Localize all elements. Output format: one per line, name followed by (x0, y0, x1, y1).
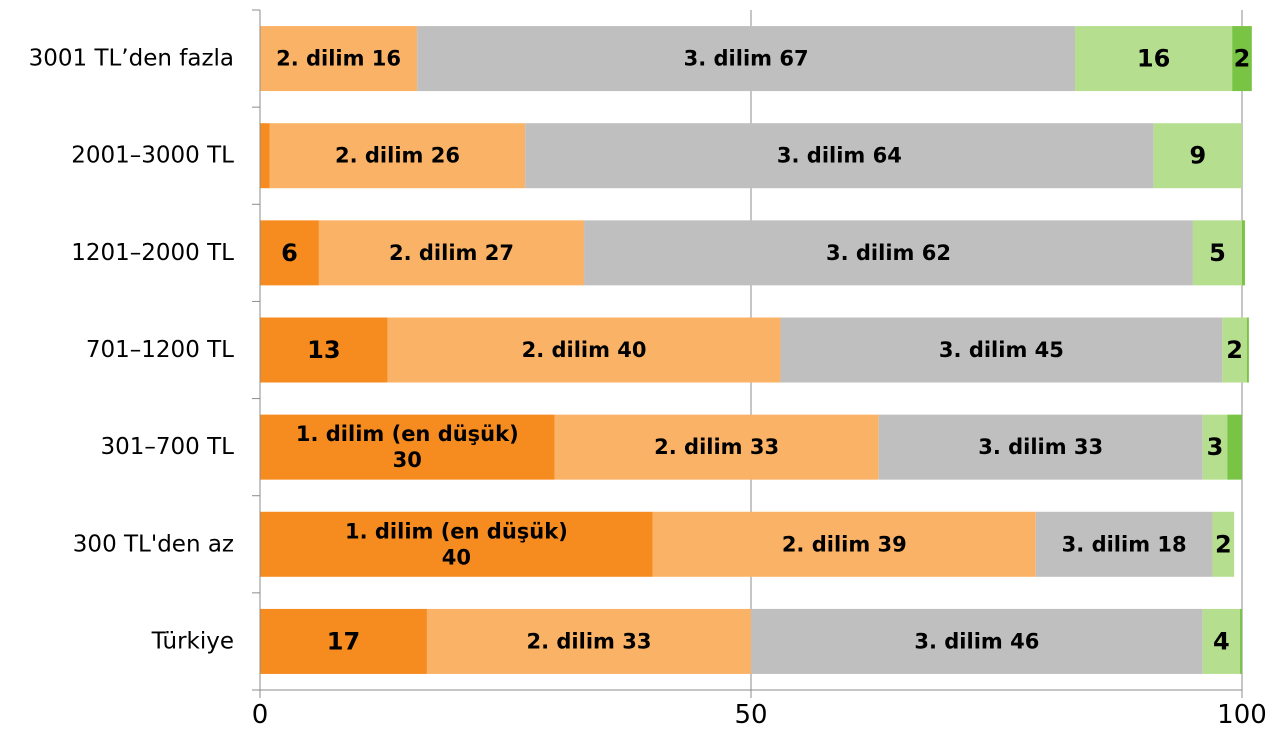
bar-segment (1075, 26, 1233, 92)
category-label: 300 TL'den az (73, 531, 234, 557)
x-tick-label-0: 0 (252, 700, 269, 730)
data-label: 17 (327, 627, 360, 655)
data-label: 3. dilim 46 (914, 629, 1039, 653)
bar-segment (417, 26, 1076, 92)
bar-segment (1246, 317, 1249, 383)
bar-segment (1242, 220, 1245, 286)
data-label: 1. dilim (en düşük) 30 (296, 422, 519, 472)
bar-segment (260, 317, 388, 383)
data-label: 3. dilim 33 (978, 435, 1103, 459)
data-label: 3. dilim 67 (684, 47, 809, 71)
axes (252, 9, 1243, 698)
bar-segment (1192, 220, 1242, 286)
data-label: 3 (1207, 433, 1224, 461)
data-label: 2. dilim 33 (526, 629, 651, 653)
data-label: 4 (1213, 627, 1230, 655)
data-label: 16 (1137, 45, 1170, 73)
bar-segment (269, 123, 526, 189)
bar-segment (584, 220, 1193, 286)
category-label: 2001–3000 TL (71, 143, 234, 169)
data-label: 2 (1234, 45, 1251, 73)
bar-segment (260, 414, 555, 480)
category-label: 701–1200 TL (86, 337, 234, 363)
data-label: 2 (1215, 530, 1232, 558)
bar-segment (260, 608, 427, 674)
data-label: 5 (1209, 239, 1226, 267)
bar-segment (260, 123, 270, 189)
bar-segment (1202, 414, 1228, 480)
bar-segment (1232, 26, 1252, 92)
bar-segment (1035, 511, 1213, 577)
bar-segment (1153, 123, 1242, 189)
labels: 0 50 100 3001 TL’den fazla 2. dilim 16 3. dil… (29, 45, 1267, 730)
data-label: 9 (1189, 142, 1206, 170)
bar-segment (1240, 608, 1242, 674)
bar-segment (1222, 317, 1247, 383)
bar-segment (260, 220, 319, 286)
bar-segment (318, 220, 585, 286)
data-label: 2. dilim 40 (522, 338, 647, 362)
bar-segment (652, 511, 1036, 577)
bar-segments (260, 26, 1252, 674)
bar-segment (780, 317, 1223, 383)
bar-segment (525, 123, 1154, 189)
data-label: 2. dilim 27 (389, 241, 514, 265)
data-label: 1. dilim (en düşük) 40 (345, 519, 568, 569)
x-tick-label-50: 50 (734, 700, 767, 730)
data-label: 6 (281, 239, 298, 267)
bar-segment (260, 511, 653, 577)
bar-segment (878, 414, 1203, 480)
x-tick-label-100: 100 (1217, 700, 1267, 730)
data-label: 2. dilim 39 (782, 532, 907, 556)
data-label: 2. dilim 33 (654, 435, 779, 459)
bar-segment (751, 608, 1203, 674)
bar-segment (387, 317, 781, 383)
bar-segment (554, 414, 879, 480)
bar-segment (426, 608, 751, 674)
data-label: 2. dilim 26 (335, 144, 460, 168)
category-label: 3001 TL’den fazla (29, 46, 234, 72)
category-label: Türkiye (151, 628, 234, 654)
bar-segment (1212, 511, 1235, 577)
category-label: 301–700 TL (101, 434, 235, 460)
data-label: 2 (1226, 336, 1243, 364)
data-label: 3. dilim 18 (1062, 532, 1187, 556)
bar-segment (1202, 608, 1241, 674)
category-label: 1201–2000 TL (71, 240, 234, 266)
data-label: 3. dilim 64 (777, 144, 902, 168)
data-label: 13 (307, 336, 340, 364)
bar-segment (1227, 414, 1242, 480)
data-label: 3. dilim 62 (826, 241, 951, 265)
data-label: 3. dilim 45 (939, 338, 1064, 362)
bar-segment (260, 26, 418, 92)
data-label: 2. dilim 16 (276, 47, 401, 71)
